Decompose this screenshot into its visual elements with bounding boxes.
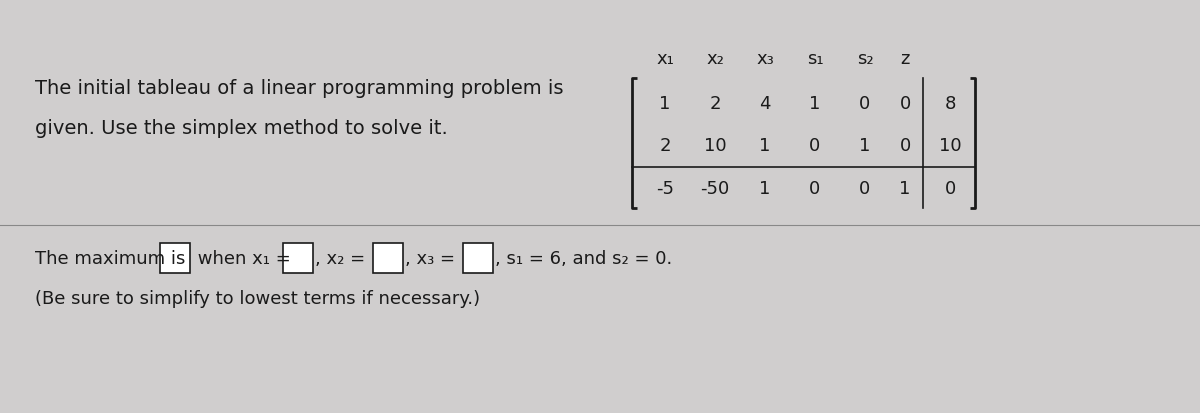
- Text: 0: 0: [809, 180, 821, 197]
- Text: 4: 4: [760, 95, 770, 113]
- Text: 1: 1: [859, 137, 871, 154]
- Text: The maximum is: The maximum is: [35, 249, 191, 267]
- Text: 1: 1: [659, 95, 671, 113]
- Text: The initial tableau of a linear programming problem is: The initial tableau of a linear programm…: [35, 79, 564, 98]
- Text: x₁: x₁: [656, 50, 674, 68]
- Text: when x₁ =: when x₁ =: [192, 249, 296, 267]
- FancyBboxPatch shape: [463, 243, 493, 273]
- Text: 2: 2: [709, 95, 721, 113]
- Text: 1: 1: [809, 95, 821, 113]
- Text: 0: 0: [944, 180, 955, 197]
- Text: x₃: x₃: [756, 50, 774, 68]
- Text: 0: 0: [859, 180, 871, 197]
- FancyBboxPatch shape: [283, 243, 313, 273]
- Text: 0: 0: [809, 137, 821, 154]
- Text: , s₁ = 6, and s₂ = 0.: , s₁ = 6, and s₂ = 0.: [496, 249, 672, 267]
- Text: 10: 10: [703, 137, 726, 154]
- Text: 0: 0: [899, 137, 911, 154]
- Text: (Be sure to simplify to lowest terms if necessary.): (Be sure to simplify to lowest terms if …: [35, 289, 480, 307]
- Text: 0: 0: [899, 95, 911, 113]
- Text: given. Use the simplex method to solve it.: given. Use the simplex method to solve i…: [35, 119, 448, 138]
- Text: 10: 10: [938, 137, 961, 154]
- Text: 0: 0: [859, 95, 871, 113]
- Text: 8: 8: [944, 95, 955, 113]
- Text: s₂: s₂: [857, 50, 874, 68]
- Text: , x₃ =: , x₃ =: [404, 249, 461, 267]
- Text: -50: -50: [701, 180, 730, 197]
- Text: 2: 2: [659, 137, 671, 154]
- Text: 1: 1: [899, 180, 911, 197]
- Text: z: z: [900, 50, 910, 68]
- Text: -5: -5: [656, 180, 674, 197]
- Text: 1: 1: [760, 137, 770, 154]
- FancyBboxPatch shape: [160, 243, 190, 273]
- Text: 1: 1: [760, 180, 770, 197]
- FancyBboxPatch shape: [373, 243, 403, 273]
- Text: s₁: s₁: [806, 50, 823, 68]
- Text: x₂: x₂: [706, 50, 724, 68]
- Text: , x₂ =: , x₂ =: [314, 249, 371, 267]
